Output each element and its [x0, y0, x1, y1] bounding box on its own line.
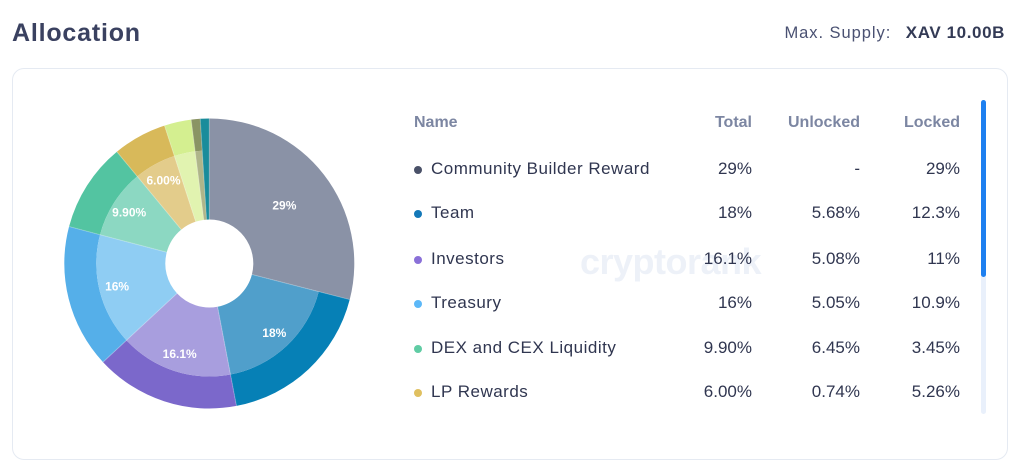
svg-text:16%: 16%: [105, 280, 129, 294]
svg-text:29%: 29%: [272, 198, 296, 212]
svg-text:18%: 18%: [262, 326, 286, 340]
svg-text:16.1%: 16.1%: [163, 347, 197, 361]
svg-text:9.90%: 9.90%: [112, 205, 146, 219]
svg-text:6.00%: 6.00%: [146, 173, 180, 187]
